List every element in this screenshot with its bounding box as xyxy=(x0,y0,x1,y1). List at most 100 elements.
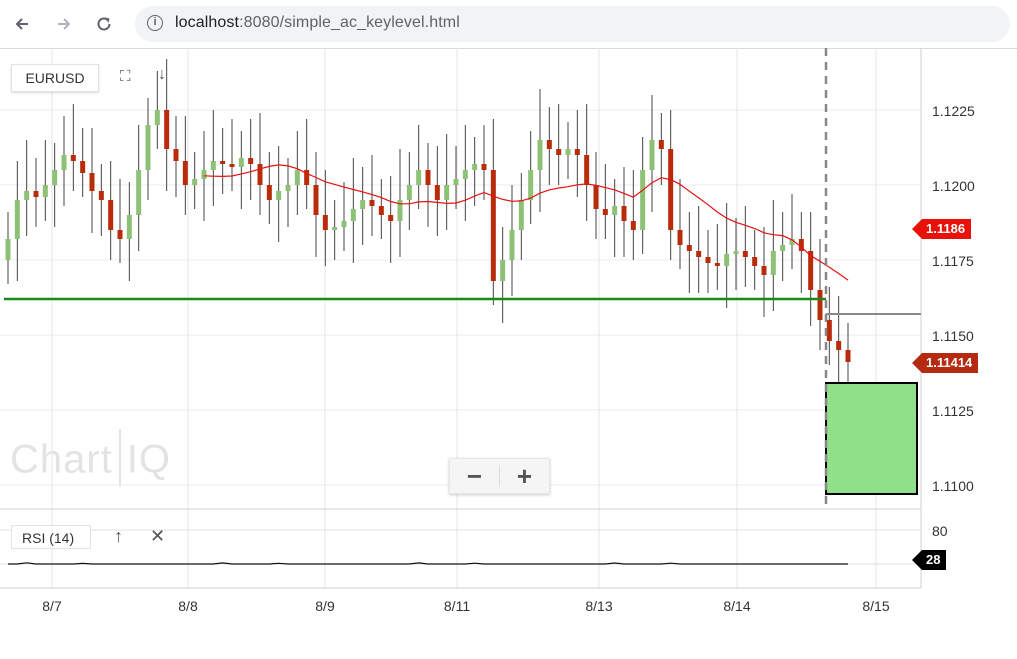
candle-body xyxy=(537,140,543,170)
candle-body xyxy=(33,191,39,197)
candle-body xyxy=(621,206,627,221)
candle-body xyxy=(733,251,739,254)
candle-body xyxy=(5,239,11,260)
candle-body xyxy=(686,245,692,251)
zoom-separator xyxy=(499,465,500,487)
candle-body xyxy=(350,209,356,221)
y-tick-label: 1.1100 xyxy=(932,478,974,494)
candle-body xyxy=(630,221,636,230)
x-tick-label: 8/8 xyxy=(178,598,198,614)
candle-body xyxy=(789,239,795,245)
candle-body xyxy=(546,140,552,149)
candle-body xyxy=(500,260,506,281)
candle-body xyxy=(201,170,207,179)
info-icon[interactable]: i xyxy=(147,15,163,31)
url-text[interactable]: localhost:8080/simple_ac_keylevel.html xyxy=(175,14,460,32)
candle-body xyxy=(649,140,655,170)
address-bar[interactable]: i localhost:8080/simple_ac_keylevel.html xyxy=(135,6,1010,42)
candle-body xyxy=(770,251,776,275)
candle-body xyxy=(89,173,95,191)
y-tick-label: 1.1125 xyxy=(932,403,974,419)
candle-body xyxy=(425,170,431,185)
candle-body xyxy=(332,227,338,230)
x-tick-label: 8/13 xyxy=(585,598,613,614)
chart-container[interactable]: EURUSD ⛶ ↓ Chart IQ − + RSI (14) ↑ ✕ 1.12… xyxy=(0,48,1017,659)
candle-body xyxy=(341,221,347,227)
candle-body xyxy=(378,206,384,215)
candle-body xyxy=(61,155,67,170)
forward-button[interactable] xyxy=(50,10,78,38)
candle-body xyxy=(313,185,319,215)
candle-body xyxy=(360,200,366,209)
y-tick-label: 1.1175 xyxy=(932,253,974,269)
candle-body xyxy=(836,341,842,350)
candle-body xyxy=(108,200,114,230)
candle-body xyxy=(173,149,179,161)
candle-body xyxy=(817,290,823,320)
zoom-control: − + xyxy=(449,458,550,494)
zoom-in-button[interactable]: + xyxy=(516,461,533,491)
candle-body xyxy=(397,200,403,221)
ma-price-tag: 1.1186 xyxy=(911,219,972,239)
candle-body xyxy=(509,230,515,260)
candle-body xyxy=(668,149,674,230)
candle-body xyxy=(304,170,310,185)
candle-body xyxy=(761,266,767,275)
candle-body xyxy=(453,179,459,185)
browser-toolbar: i localhost:8080/simple_ac_keylevel.html xyxy=(0,0,1017,49)
arrow-left-icon xyxy=(15,18,28,30)
rsi-label[interactable]: RSI (14) xyxy=(11,525,91,549)
arrow-down-icon[interactable]: ↓ xyxy=(158,66,166,83)
candle-body xyxy=(117,230,123,239)
zoom-out-button[interactable]: − xyxy=(466,461,483,491)
y-tick-label: 1.1150 xyxy=(932,328,974,344)
candle-body xyxy=(518,200,524,230)
candle-body xyxy=(14,200,20,239)
x-tick-label: 8/14 xyxy=(723,598,751,614)
fullscreen-icon[interactable]: ⛶ xyxy=(120,68,131,85)
candle-body xyxy=(798,239,804,251)
candle-body xyxy=(257,164,263,185)
reload-button[interactable] xyxy=(90,10,118,38)
candle-body xyxy=(434,185,440,200)
candle-body xyxy=(714,263,720,266)
candle-body xyxy=(164,110,170,149)
candle-body xyxy=(528,170,534,200)
reload-icon xyxy=(97,17,111,31)
candle-body xyxy=(752,257,758,266)
candle-body xyxy=(696,251,702,257)
candle-body xyxy=(444,185,450,200)
candle-body xyxy=(724,254,730,266)
x-tick-label: 8/7 xyxy=(42,598,62,614)
candle-body xyxy=(808,251,814,290)
back-button[interactable] xyxy=(8,10,36,38)
candle-body xyxy=(416,170,422,185)
candle-body xyxy=(294,170,300,185)
symbol-label[interactable]: EURUSD xyxy=(11,64,99,92)
candle-body xyxy=(406,185,412,200)
chartiq-logo: Chart IQ xyxy=(10,429,171,491)
candle-body xyxy=(126,215,132,239)
arrow-up-icon[interactable]: ↑ xyxy=(114,526,123,546)
rsi-value-tag: 28 xyxy=(911,550,947,570)
candle-body xyxy=(677,230,683,245)
candle-body xyxy=(238,158,244,167)
candle-body xyxy=(826,320,832,341)
x-tick-label: 8/15 xyxy=(862,598,890,614)
candle-body xyxy=(705,257,711,263)
candle-body xyxy=(490,170,496,281)
close-icon[interactable]: ✕ xyxy=(150,526,166,546)
price-chart[interactable] xyxy=(0,48,1017,659)
logo-left: Chart xyxy=(10,437,113,482)
target-zone-box xyxy=(825,382,918,495)
candle-body xyxy=(210,161,216,170)
candle-body xyxy=(780,245,786,251)
candle-body xyxy=(98,191,104,200)
candle-body xyxy=(388,215,394,221)
x-tick-label: 8/9 xyxy=(315,598,335,614)
candle-body xyxy=(229,164,235,167)
rsi-tick-label: 80 xyxy=(932,523,948,539)
candle-body xyxy=(574,149,580,155)
arrow-right-icon xyxy=(58,18,71,30)
candle-body xyxy=(136,170,142,215)
